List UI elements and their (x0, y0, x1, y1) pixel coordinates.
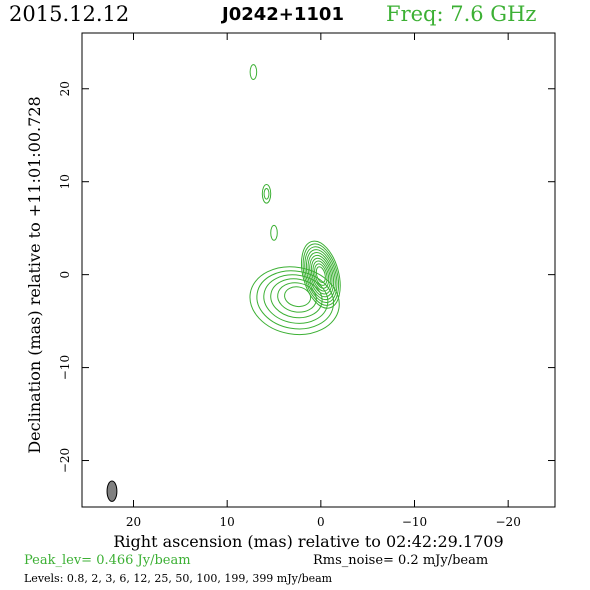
axis-tick-labels: 20 10 0 −10 −20 −20 −10 0 10 20 (58, 81, 521, 529)
contour-extended (277, 282, 317, 313)
y-tick-label: 20 (58, 81, 72, 96)
beam-group (106, 480, 118, 502)
x-tick-label: 0 (317, 515, 325, 529)
plot-frame (81, 32, 556, 508)
y-tick-label: 10 (58, 174, 72, 189)
x-tick-label: −10 (402, 515, 427, 529)
frequency-label: Freq: 7.6 GHz (386, 2, 537, 26)
x-tick-label: −20 (496, 515, 521, 529)
beam-ellipse (106, 480, 118, 502)
contour-core (304, 246, 338, 303)
contour-knot3 (249, 64, 258, 80)
peak-level: Peak_lev= 0.466 Jy/beam (24, 553, 191, 568)
contour-core (300, 240, 341, 309)
contour-knot2 (261, 183, 272, 204)
y-tick-label: 0 (58, 271, 72, 279)
rms-noise: Rms_noise= 0.2 mJy/beam (313, 553, 489, 568)
contour-core (314, 263, 328, 286)
y-tick-label: −10 (58, 355, 72, 380)
x-tick-label: 20 (126, 515, 141, 529)
contour-extended (263, 274, 329, 324)
contour-knot1 (270, 224, 278, 241)
contour-core (302, 243, 340, 306)
y-axis-label: Declination (mas) relative to +11:01:00.… (25, 96, 44, 453)
contour-levels: Levels: 0.8, 2, 3, 6, 12, 25, 50, 100, 1… (24, 572, 333, 585)
y-tick-label: −20 (58, 448, 72, 473)
contour-extended (256, 270, 335, 330)
x-axis-label: Right ascension (mas) relative to 02:42:… (113, 532, 503, 551)
contours-group (249, 64, 341, 336)
contour-extended (270, 278, 323, 319)
axis-ticks (82, 33, 555, 507)
contour-extended (249, 266, 340, 336)
contour-knot2 (263, 187, 270, 200)
source-name: J0242+1101 (222, 4, 344, 25)
x-tick-label: 10 (220, 515, 235, 529)
contour-extended (284, 286, 312, 308)
observation-date: 2015.12.12 (9, 2, 130, 26)
